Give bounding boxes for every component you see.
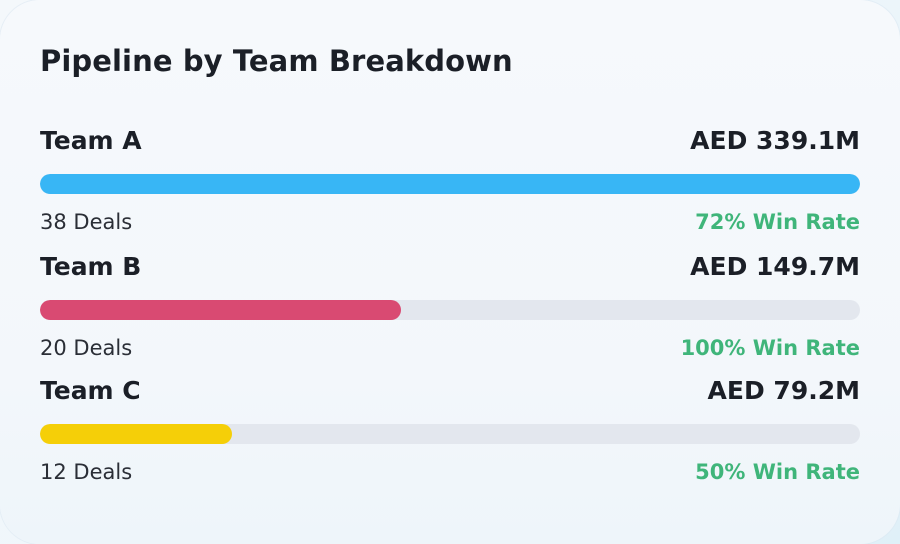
progress-track [40,174,860,194]
team-name: Team B [40,252,142,281]
win-rate: 72% Win Rate [695,210,860,234]
team-name: Team A [40,126,142,155]
team-row-c: Team C AED 79.2M 12 Deals 50% Win Rate [40,376,860,486]
deals-count: 38 Deals [40,210,133,234]
progress-fill [40,424,232,444]
progress-fill [40,174,860,194]
team-amount: AED 149.7M [690,252,860,281]
deals-count: 20 Deals [40,336,133,360]
team-row-b: Team B AED 149.7M 20 Deals 100% Win Rate [40,252,860,362]
team-amount: AED 79.2M [707,376,860,405]
team-amount: AED 339.1M [690,126,860,155]
deals-count: 12 Deals [40,460,133,484]
team-row-a: Team A AED 339.1M 38 Deals 72% Win Rate [40,126,860,236]
win-rate: 50% Win Rate [695,460,860,484]
win-rate: 100% Win Rate [680,336,860,360]
progress-track [40,300,860,320]
progress-fill [40,300,401,320]
progress-track [40,424,860,444]
card-title: Pipeline by Team Breakdown [40,44,513,78]
team-name: Team C [40,376,141,405]
